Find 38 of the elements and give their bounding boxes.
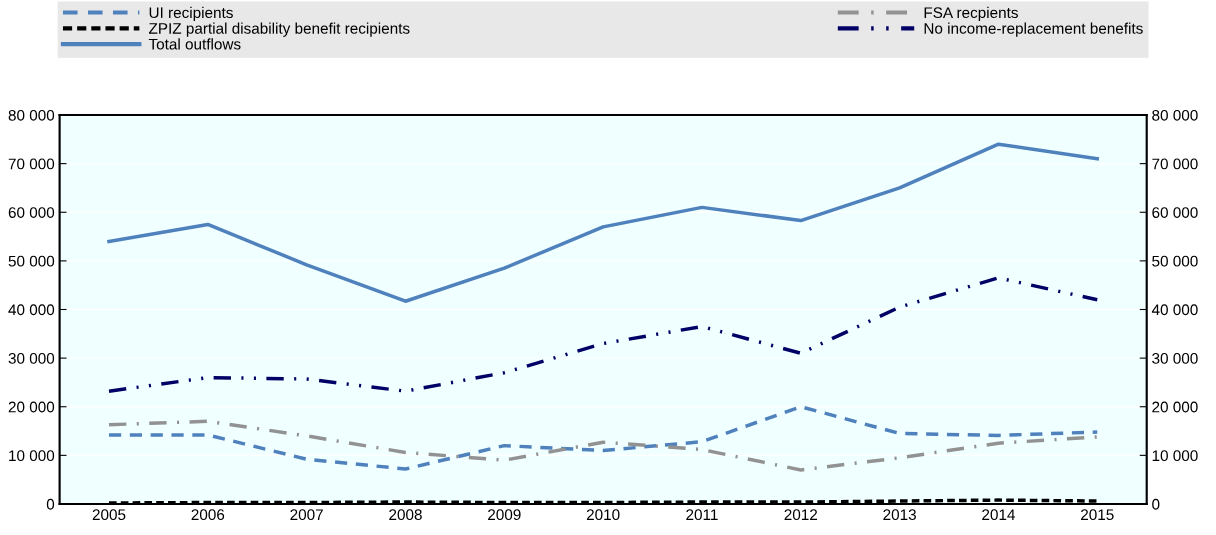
y2-tick-label: 50 000 xyxy=(1152,255,1198,267)
line-series xyxy=(107,419,1100,472)
y2-tick-label: 60 000 xyxy=(1152,207,1198,218)
x-tick-label: 2006 xyxy=(191,509,225,521)
legend-label: No income-replacement benefits xyxy=(924,22,1143,37)
y2-tick-label: 0 xyxy=(1152,498,1160,510)
y-tick-label: 20 000 xyxy=(8,401,55,413)
line-series xyxy=(107,142,1100,303)
legend-label: Total outflows xyxy=(148,38,241,50)
legend-label: UI recipients xyxy=(149,6,233,22)
legend-label: ZPIZ partial disability benefit recipients xyxy=(149,22,410,37)
y-tick-label: 60 000 xyxy=(8,207,55,218)
x-tick-label: 2015 xyxy=(1081,509,1114,521)
y-tick-label: 30 000 xyxy=(8,352,55,364)
y2-tick-label: 70 000 xyxy=(1152,158,1198,170)
x-tick-label: 2010 xyxy=(586,509,620,521)
y-tick-label: 0 xyxy=(46,498,55,510)
y-tick-label: 70 000 xyxy=(8,158,55,170)
y2-tick-label: 80 000 xyxy=(1152,109,1198,121)
y-tick-label: 10 000 xyxy=(9,450,55,462)
x-tick-label: 2007 xyxy=(290,509,323,521)
y-tick-label: 50 000 xyxy=(8,255,55,267)
x-tick-label: 2014 xyxy=(982,509,1015,521)
y2-tick-label: 30 000 xyxy=(1152,352,1198,364)
line-series xyxy=(107,404,1100,471)
line-series xyxy=(107,276,1100,393)
y-tick-label: 40 000 xyxy=(8,304,55,316)
x-tick-label: 2013 xyxy=(883,509,916,521)
y-tick-label: 80 000 xyxy=(8,109,55,121)
y2-tick-label: 10 000 xyxy=(1152,450,1198,462)
y2-tick-label: 20 000 xyxy=(1152,401,1198,413)
x-tick-label: 2008 xyxy=(389,509,422,521)
x-tick-label: 2011 xyxy=(686,509,718,521)
x-tick-label: 2005 xyxy=(92,509,126,521)
legend-label: FSA recpients xyxy=(924,6,1018,22)
y2-tick-label: 40 000 xyxy=(1151,304,1198,316)
x-tick-label: 2009 xyxy=(488,509,521,521)
x-tick-label: 2012 xyxy=(784,509,818,521)
